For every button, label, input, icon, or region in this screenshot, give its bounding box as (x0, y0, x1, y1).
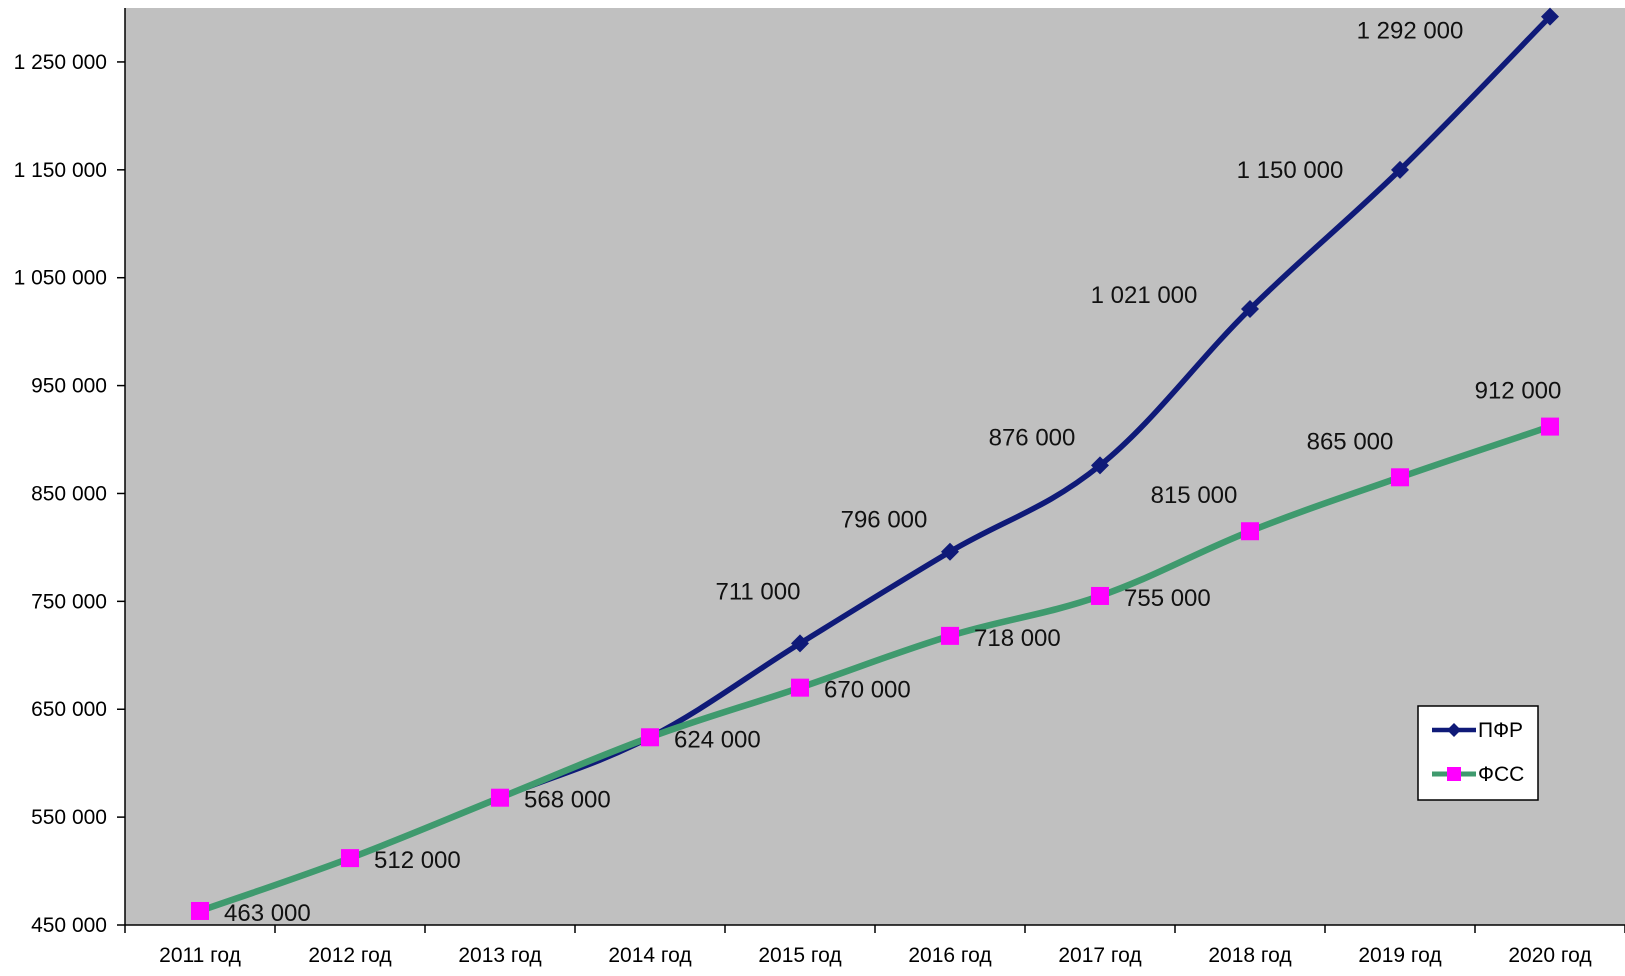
fss-data-label: 512 000 (374, 847, 461, 874)
x-tick-label: 2015 год (758, 944, 841, 967)
fss-point (791, 678, 809, 697)
fss-data-label: 865 000 (1307, 428, 1394, 455)
fss-data-label: 815 000 (1151, 482, 1238, 509)
series-group (191, 7, 1559, 920)
fss-point (491, 788, 509, 807)
y-tick-label: 950 000 (31, 375, 107, 398)
fss-point (1391, 468, 1409, 487)
fss-point (641, 728, 659, 747)
fss-point (191, 901, 209, 920)
fss-data-label: 718 000 (974, 625, 1061, 652)
legend-pfr-label: ПФР (1478, 719, 1523, 742)
plot-area (125, 8, 1625, 925)
x-tick-label: 2016 год (908, 944, 991, 967)
fss-point (341, 849, 359, 868)
fss-data-label: 624 000 (674, 726, 761, 753)
fss-point (1091, 586, 1109, 605)
pfr-point (1241, 299, 1259, 318)
fss-point (1541, 417, 1559, 436)
legend-box (1417, 705, 1539, 801)
pfr-data-label: 1 150 000 (1237, 157, 1344, 184)
pfr-data-label: 1 292 000 (1357, 18, 1464, 45)
y-tick-label: 450 000 (31, 914, 107, 937)
fss-data-label: 568 000 (524, 787, 611, 814)
data-labels: 711 000 796 000 876 000 1 021 000 1 150 000 1… (224, 18, 1561, 927)
y-tick-label: 1 250 000 (14, 51, 107, 74)
plot-background (125, 8, 1625, 925)
fss-data-label: 755 000 (1124, 585, 1211, 612)
x-tick-label: 2020 год (1508, 944, 1591, 967)
pfr-point (1391, 160, 1409, 179)
pfr-point (791, 634, 809, 653)
pfr-data-label: 796 000 (841, 507, 928, 534)
pfr-data-label: 711 000 (716, 578, 801, 605)
y-tick-label: 1 150 000 (14, 159, 107, 182)
pfr-point (941, 542, 959, 561)
x-tick-label: 2013 год (458, 944, 541, 967)
y-tick-label: 1 050 000 (14, 267, 107, 290)
x-tick-label: 2014 год (608, 944, 691, 967)
fss-data-label: 463 000 (224, 900, 311, 927)
legend-fss-marker (1447, 767, 1461, 781)
legend-pfr-marker (1447, 723, 1461, 737)
x-tick-label: 2012 год (308, 944, 391, 967)
legend: ПФР ФСС (1417, 705, 1539, 801)
fss-data-label: 912 000 (1475, 378, 1562, 405)
fss-point (941, 626, 959, 645)
x-tick-label: 2017 год (1058, 944, 1141, 967)
y-tick-label: 750 000 (31, 590, 107, 613)
y-tick-label: 650 000 (31, 698, 107, 721)
x-tick-label: 2011 год (159, 944, 241, 967)
pfr-data-label: 1 021 000 (1091, 282, 1198, 309)
fss-point (1241, 522, 1259, 541)
axes: 450 000 550 000 650 000 750 000 850 000 950 0… (14, 8, 1625, 967)
y-tick-label: 550 000 (31, 806, 107, 829)
y-tick-label: 850 000 (31, 482, 107, 505)
fss-data-label: 670 000 (824, 677, 911, 704)
series-line-fss (198, 423, 1552, 915)
legend-fss-label: ФСС (1478, 763, 1524, 786)
pfr-data-label: 876 000 (989, 424, 1076, 451)
pfr-point (1541, 7, 1559, 26)
x-tick-label: 2018 год (1208, 944, 1291, 967)
x-tick-label: 2019 год (1358, 944, 1441, 967)
pfr-point (1091, 456, 1109, 475)
